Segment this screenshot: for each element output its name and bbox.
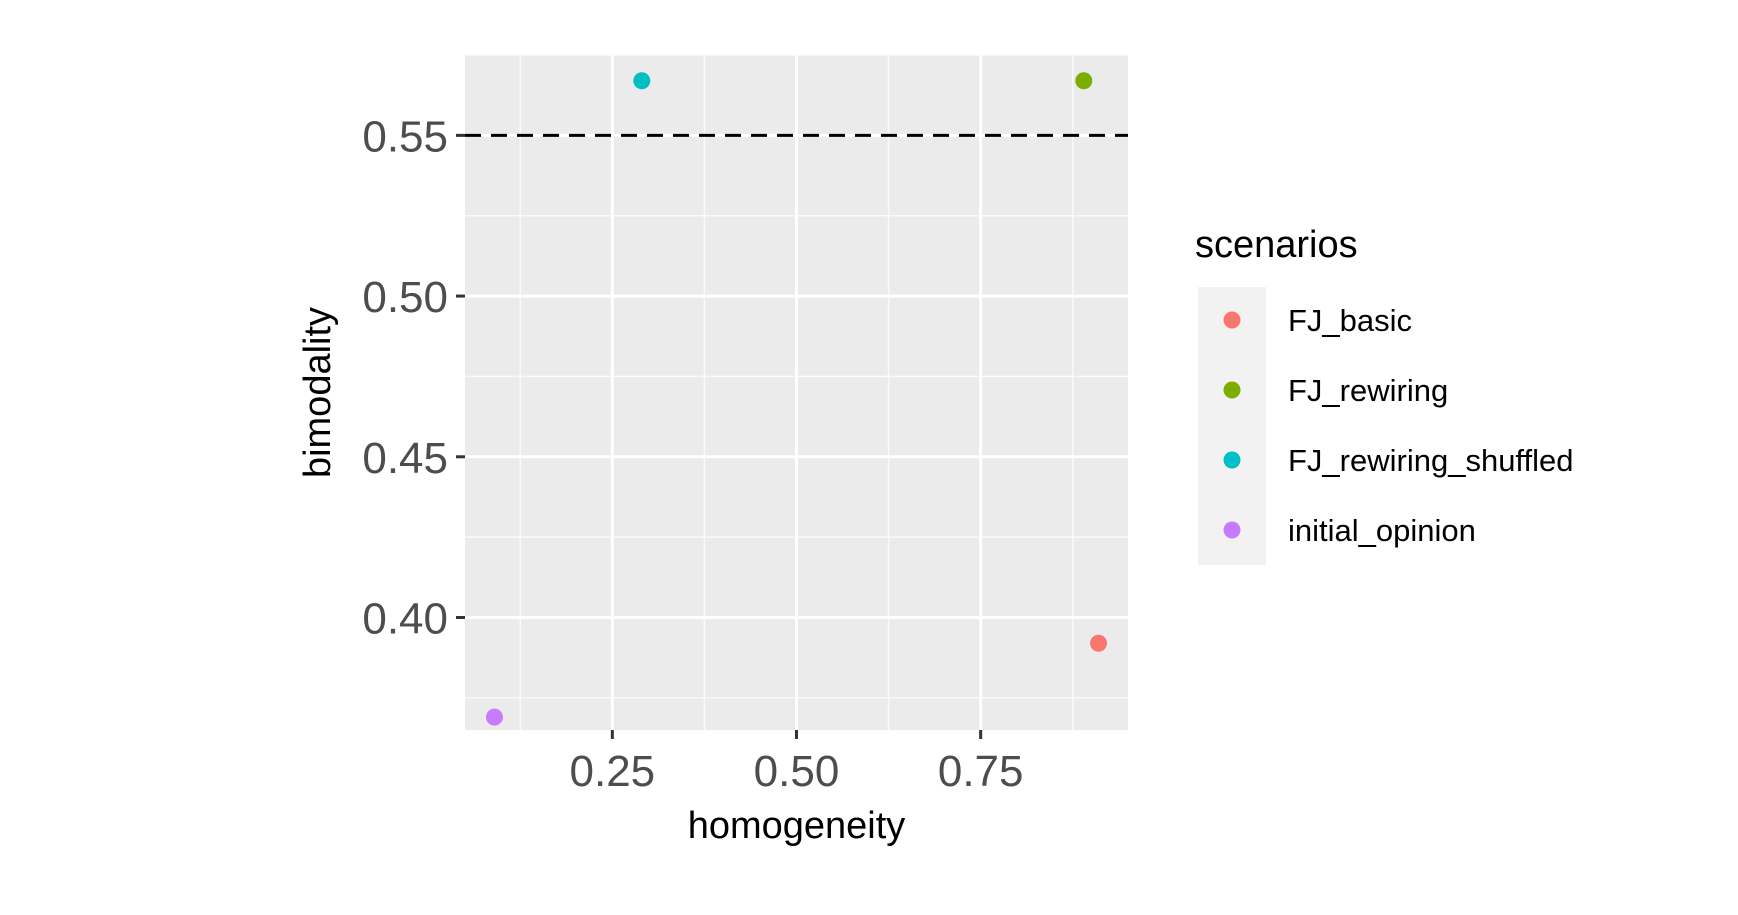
legend-items: FJ_basic FJ_rewiring FJ_rewiring_shuffledi… bbox=[1223, 303, 1573, 548]
x-tick-label: 0.50 bbox=[754, 747, 840, 796]
y-tick-label: 0.45 bbox=[362, 434, 448, 483]
legend-title: scenarios bbox=[1195, 224, 1358, 266]
legend-label: FJ_basic bbox=[1288, 303, 1412, 338]
data-points bbox=[485, 72, 1108, 726]
legend-label: FJ_rewiring_shuffled bbox=[1288, 443, 1573, 478]
legend-key-fj-rewiring bbox=[1223, 381, 1241, 399]
legend-key-initial-opinion bbox=[1223, 521, 1241, 539]
data-point-fj-rewiring-shuffled bbox=[633, 72, 651, 90]
y-tick-label: 0.50 bbox=[362, 273, 448, 322]
y-tick-label: 0.40 bbox=[362, 595, 448, 644]
x-tick-label: 0.75 bbox=[938, 747, 1024, 796]
data-point-fj-basic bbox=[1090, 634, 1108, 652]
legend-key-fj-rewiring-shuffled bbox=[1223, 451, 1241, 469]
y-axis-title: bimodality bbox=[297, 307, 339, 478]
legend-key-fj-basic bbox=[1223, 311, 1241, 329]
x-axis-title: homogeneity bbox=[688, 805, 906, 847]
y-axis: 0.40 0.45 0.50 0.55 bbox=[362, 112, 465, 644]
data-point-fj-rewiring bbox=[1075, 72, 1093, 90]
y-tick-label: 0.55 bbox=[362, 112, 448, 161]
data-point-initial-opinion bbox=[485, 708, 503, 726]
x-axis: 0.25 0.50 0.75 bbox=[570, 730, 1024, 796]
legend-label: initial_opinion bbox=[1288, 513, 1476, 548]
legend: scenarios FJ_basic FJ_rewiring FJ_rewiring… bbox=[1195, 224, 1573, 565]
x-tick-label: 0.25 bbox=[570, 747, 656, 796]
legend-label: FJ_rewiring bbox=[1288, 373, 1448, 408]
legend-key-background bbox=[1198, 287, 1266, 565]
